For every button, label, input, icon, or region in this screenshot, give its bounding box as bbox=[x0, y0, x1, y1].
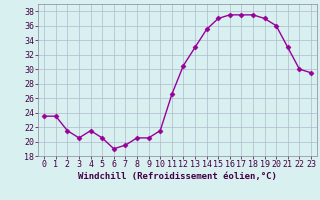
X-axis label: Windchill (Refroidissement éolien,°C): Windchill (Refroidissement éolien,°C) bbox=[78, 172, 277, 181]
